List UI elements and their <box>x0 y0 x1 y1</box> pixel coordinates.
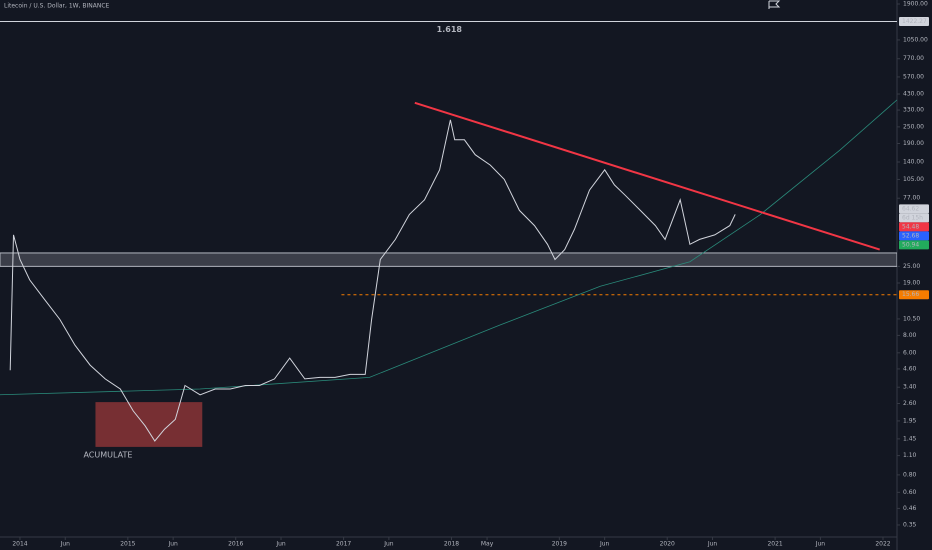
y-tick-label: 77.00 <box>903 195 920 202</box>
x-tick-label: 2017 <box>336 541 351 548</box>
y-tick-label: 570.00 <box>903 73 924 80</box>
y-tick-label: 8.00 <box>903 332 917 339</box>
price-label: 64.62 <box>902 205 919 212</box>
x-tick-label: 2018 <box>444 541 459 548</box>
x-tick-label: 2021 <box>767 541 782 548</box>
x-tick-label: Jun <box>60 541 71 548</box>
countdown-bg <box>899 213 929 223</box>
price-label: 15.66 <box>902 291 919 298</box>
flag-icon <box>768 0 781 9</box>
x-tick-label: 2022 <box>875 541 890 548</box>
x-tick-label: 2014 <box>12 541 27 548</box>
price-label: 1422.27 <box>902 18 927 25</box>
y-tick-label: 1900.00 <box>903 1 928 8</box>
y-tick-label: 2.60 <box>903 400 917 407</box>
x-tick-label: Jun <box>599 541 610 548</box>
price-label-bg <box>899 240 929 250</box>
x-tick-label: 2020 <box>660 541 675 548</box>
y-tick-label: 0.60 <box>903 489 917 496</box>
y-tick-label: 430.00 <box>903 91 924 98</box>
y-tick-label: 330.00 <box>903 107 924 114</box>
price-label: 54.48 <box>902 223 919 230</box>
price-line <box>414 101 881 251</box>
y-tick-label: 1.10 <box>903 452 917 459</box>
y-tick-label: 190.00 <box>903 140 924 147</box>
y-tick-label: 0.46 <box>903 505 917 512</box>
x-tick-label: Jun <box>383 541 394 548</box>
y-tick-label: 105.00 <box>903 176 924 183</box>
y-tick-label: 770.00 <box>903 55 924 62</box>
price-label-bg <box>899 17 929 27</box>
y-tick-label: 250.00 <box>903 123 924 130</box>
y-tick-label: 0.80 <box>903 471 917 478</box>
y-tick-label: 6.00 <box>903 349 917 356</box>
accumulate-box <box>95 402 203 447</box>
y-tick-label: 0.35 <box>903 521 917 528</box>
x-tick-label: Jun <box>815 541 826 548</box>
x-tick-label: 2019 <box>552 541 567 548</box>
x-tick-label: Jun <box>707 541 718 548</box>
y-tick-label: 10.50 <box>903 315 920 322</box>
box-label: ACUMULATE <box>83 450 132 459</box>
countdown: 6d 15h <box>902 214 923 221</box>
chart-title: Litecoin / U.S. Dollar, 1W, BINANCE <box>4 3 110 10</box>
price-label-bg <box>899 222 929 232</box>
y-tick-label: 1.45 <box>903 435 917 442</box>
y-tick-label: 25.00 <box>903 263 920 270</box>
price-label-bg <box>899 204 929 214</box>
x-tick-label: May <box>481 541 494 548</box>
price-label-bg <box>899 290 929 300</box>
y-tick-label: 4.60 <box>903 365 917 372</box>
x-tick-label: Jun <box>167 541 178 548</box>
price-label-bg <box>899 231 929 241</box>
price-zone <box>0 252 897 267</box>
x-tick-label: Jun <box>275 541 286 548</box>
price-label: 52.68 <box>902 232 919 239</box>
y-tick-label: 1.95 <box>903 417 917 424</box>
y-tick-label: 140.00 <box>903 159 924 166</box>
price-label: 50.94 <box>902 241 919 248</box>
y-tick-label: 19.00 <box>903 279 920 286</box>
fib-annotation: 1.618 <box>437 25 463 34</box>
x-tick-label: 2015 <box>120 541 135 548</box>
x-tick-label: 2016 <box>228 541 243 548</box>
price-line <box>9 119 736 442</box>
y-tick-label: 1050.00 <box>903 36 928 43</box>
y-tick-label: 3.40 <box>903 384 917 391</box>
plot-area <box>0 21 897 447</box>
